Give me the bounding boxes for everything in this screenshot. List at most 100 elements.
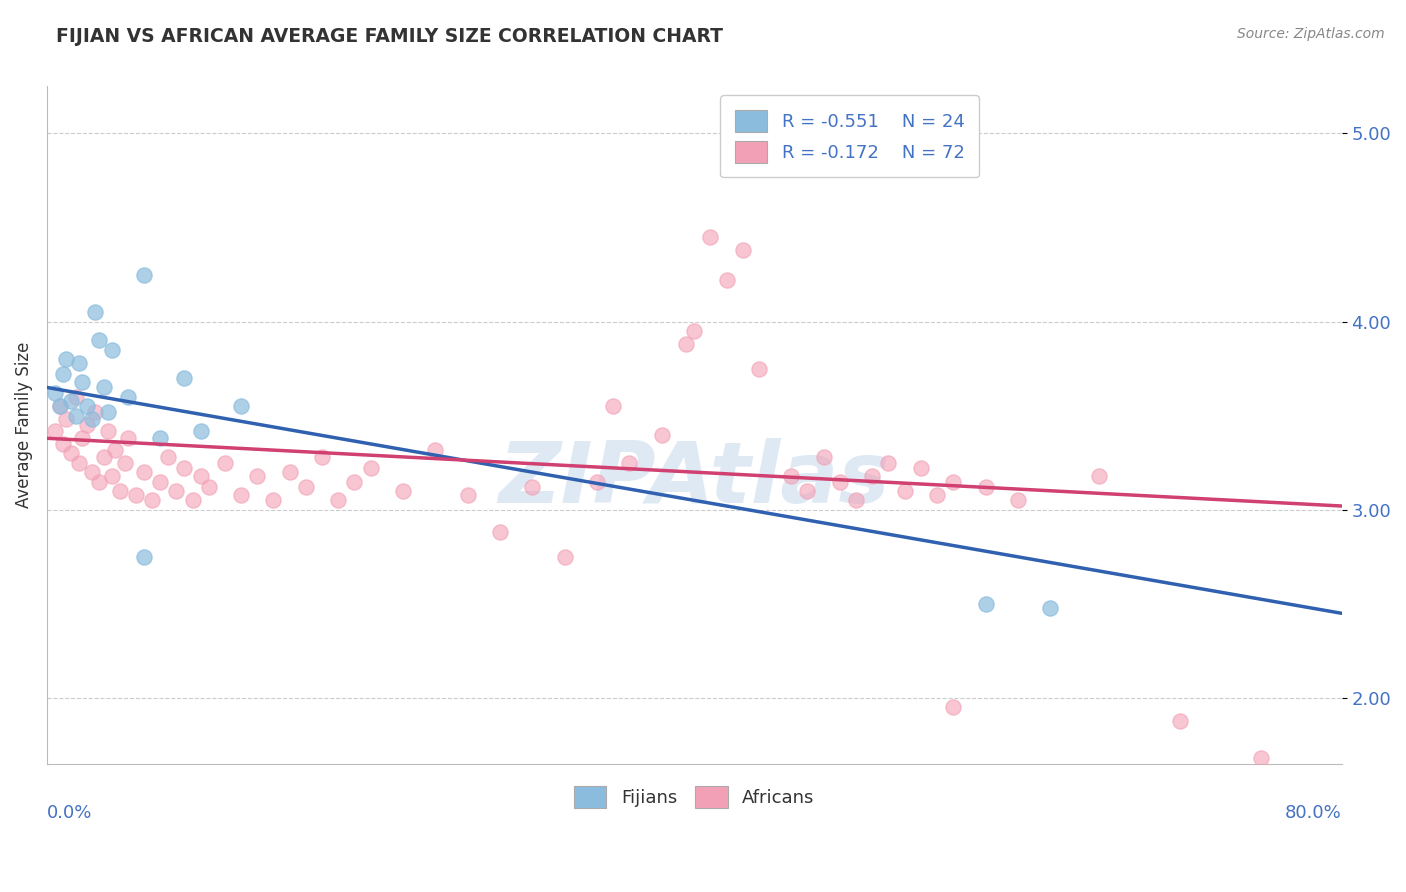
Point [910,461,932,475]
Point [100,469,122,483]
Point [731,243,754,257]
Point [104,442,127,457]
Point [87,475,110,489]
Point [360,461,382,475]
Point [84,405,107,419]
Point [132,268,155,282]
Point [619,456,641,470]
Point [974,597,997,611]
Point [942,475,965,489]
Point [93,380,115,394]
Point [877,456,900,470]
Point [813,450,835,464]
Point [132,465,155,479]
Point [246,469,269,483]
Point [425,442,447,457]
Point [181,493,204,508]
Legend: Fijians, Africans: Fijians, Africans [560,772,830,822]
Point [52,368,75,382]
Text: 80.0%: 80.0% [1285,805,1341,822]
Point [1007,493,1029,508]
Point [893,483,915,498]
Point [748,361,770,376]
Point [1168,714,1191,728]
Point [197,480,219,494]
Point [100,343,122,357]
Point [76,418,98,433]
Point [93,450,115,464]
Point [52,437,75,451]
Point [1250,751,1272,765]
Point [141,493,163,508]
Point [76,399,98,413]
Point [84,305,107,319]
Point [157,450,180,464]
Point [65,390,87,404]
Point [925,488,948,502]
Point [67,456,90,470]
Point [55,352,77,367]
Point [125,488,148,502]
Point [780,469,803,483]
Point [149,475,172,489]
Point [87,334,110,348]
Point [49,399,72,413]
Point [675,337,697,351]
Point [214,456,236,470]
Point [190,469,212,483]
Point [117,390,139,404]
Point [860,469,883,483]
Point [974,480,997,494]
Point [44,386,66,401]
Point [796,483,818,498]
Point [108,483,131,498]
Point [651,427,673,442]
Point [97,405,120,419]
Point [328,493,350,508]
Point [343,475,366,489]
Point [554,549,576,564]
Point [173,371,195,385]
Point [49,399,72,413]
Point [55,412,77,426]
Point [229,488,252,502]
Point [229,399,252,413]
Text: 0.0%: 0.0% [46,805,93,822]
Point [295,480,318,494]
Point [1039,600,1062,615]
Point [602,399,624,413]
Point [60,393,83,408]
Point [65,409,87,423]
Point [149,431,172,445]
Point [489,525,512,540]
Point [1087,469,1109,483]
Point [117,431,139,445]
Text: FIJIAN VS AFRICAN AVERAGE FAMILY SIZE CORRELATION CHART: FIJIAN VS AFRICAN AVERAGE FAMILY SIZE CO… [56,27,723,45]
Point [72,375,94,389]
Point [828,475,851,489]
Point [82,465,104,479]
Point [72,431,94,445]
Point [716,273,738,287]
Point [67,356,90,370]
Point [699,230,721,244]
Point [190,424,212,438]
Point [262,493,284,508]
Point [311,450,333,464]
Point [60,446,83,460]
Point [586,475,609,489]
Text: Source: ZipAtlas.com: Source: ZipAtlas.com [1237,27,1385,41]
Point [683,324,706,338]
Point [97,424,120,438]
Point [173,461,195,475]
Point [522,480,544,494]
Point [132,549,155,564]
Point [457,488,479,502]
Point [82,412,104,426]
Point [845,493,868,508]
Point [44,424,66,438]
Text: ZIPAtlas: ZIPAtlas [498,438,890,521]
Point [165,483,187,498]
Y-axis label: Average Family Size: Average Family Size [15,342,32,508]
Point [278,465,301,479]
